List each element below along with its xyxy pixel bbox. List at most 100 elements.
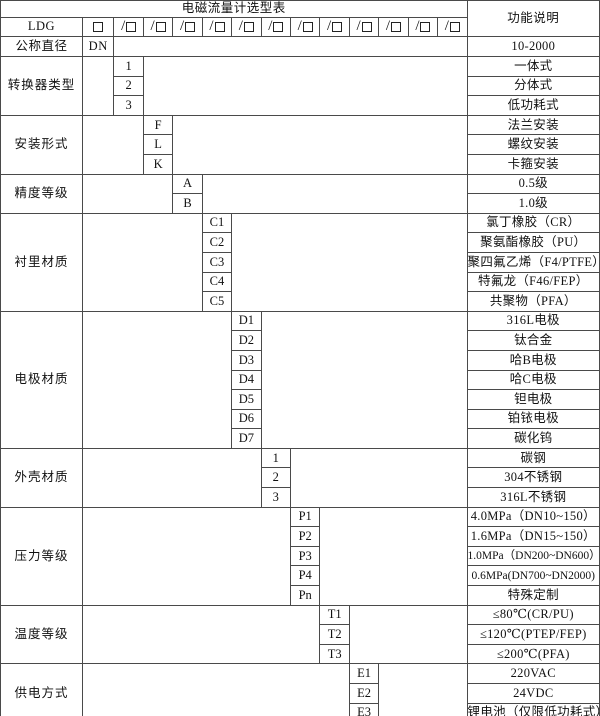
table-row: 外壳材质 1 碳钢 [0,447,600,508]
description-cell: 共聚物（PFA） [466,291,600,312]
code-box-4[interactable]: / [201,17,233,37]
code-cell: C1 [201,212,233,234]
code-cell: T2 [319,624,350,645]
description-cell: 特殊定制 [466,585,600,606]
description-cell: 锂电池（仅限低功耗式） [466,702,600,716]
code-cell: D3 [231,349,262,371]
code-cell: D4 [231,369,262,391]
code-cell: C4 [201,271,233,293]
code-cell: E3 [348,702,380,716]
code-box-3[interactable]: / [172,17,203,37]
spacer-cell [113,36,468,57]
table-row: 转换器类型 1 一体式 [0,56,600,116]
section-label-8: 温度等级 [0,604,83,665]
code-box-7[interactable]: / [289,17,321,37]
spacer-right [290,447,468,508]
description-cell: 低功耗式 [466,95,600,116]
code-box-5[interactable]: / [231,17,262,37]
table-row: E3 锂电池（仅限低功耗式） [1,702,600,716]
description-cell: 聚四氟乙烯（F4/PTFE） [466,251,600,273]
code-box-1[interactable]: / [113,17,144,37]
description-cell: 316L不锈钢 [466,487,600,508]
spacer-left [81,604,321,665]
code-cell: 3 [113,95,144,116]
description-cell: ≤80℃(CR/PU) [466,604,600,626]
section-label-1: 转换器类型 [0,56,83,116]
table-row: C3 聚四氟乙烯（F4/PTFE） [1,251,600,273]
table-row: K 卡箍安装 [1,153,600,175]
code-box-0[interactable] [81,17,115,37]
table-row: Pn 特殊定制 [1,585,600,606]
code-box-6[interactable]: / [260,17,292,37]
description-cell: 0.6MPa(DN700~DN2000) [466,565,600,587]
model-prefix-label: LDG [0,17,83,37]
section-label-6: 外壳材质 [0,447,83,508]
description-cell: 哈C电极 [466,369,600,391]
table-row: D5 钽电极 [1,389,600,410]
description-cell: 碳化钨 [466,428,600,449]
spacer-left [81,310,233,449]
description-cell: 0.5级 [466,173,600,195]
code-cell: P2 [289,526,321,547]
spacer-right [231,212,468,312]
code-cell: D7 [231,428,262,449]
spacer-left [81,114,144,175]
table-row: D7 碳化钨 [1,428,600,449]
spacer-right [319,506,468,606]
table-row: 压力等级 P1 4.0MPa（DN10~150） [0,506,600,606]
section-label-9: 供电方式 [0,663,83,716]
code-cell: D1 [231,310,262,332]
description-cell: 1.6MPa（DN15~150） [466,526,600,547]
table-row: C2 聚氨酯橡胶（PU） [1,232,600,253]
dn-prefix-label: DN [81,36,115,57]
spacer-right [201,173,468,214]
code-cell: C2 [201,232,233,253]
table-title: 电磁流量计选型表 [0,0,468,18]
code-box-9[interactable]: / [348,17,380,37]
function-column-header: 功能说明 [466,0,600,37]
description-cell: 220VAC [466,663,600,684]
description-cell: 分体式 [466,75,600,97]
table-row: T3 ≤200℃(PFA) [1,643,600,665]
table-row: D6 铂铱电极 [1,408,600,430]
table-row: D3 哈B电极 [1,349,600,371]
spacer-left [81,447,262,508]
description-cell: 24VDC [466,683,600,704]
description-cell: 钽电极 [466,389,600,410]
description-cell: 一体式 [466,56,600,77]
section-label-2: 安装形式 [0,114,83,175]
description-cell: 哈B电极 [466,349,600,371]
code-cell: E2 [348,683,380,704]
description-cell: 钛合金 [466,330,600,351]
code-cell: D5 [231,389,262,410]
section-label-4: 衬里材质 [0,212,83,312]
spacer-left [81,663,350,716]
code-cell: T1 [319,604,350,626]
code-cell: P3 [289,545,321,567]
code-box-12[interactable]: / [437,17,468,37]
code-box-8[interactable]: / [319,17,350,37]
code-cell: C5 [201,291,233,312]
spacer-left [81,56,115,116]
code-cell: C3 [201,251,233,273]
table-row: E2 24VDC [1,683,600,704]
spacer-left [81,506,292,606]
spacer-right [172,114,468,175]
spacer-right [142,56,468,116]
table-row: 公称直径 DN 10-2000 [0,36,600,57]
code-cell: E1 [348,663,380,684]
code-box-2[interactable]: / [142,17,174,37]
code-cell: P1 [289,506,321,528]
table-row: 电极材质 D1 316L电极 [0,310,600,449]
table-row: 安装形式 F 法兰安装 [0,114,600,175]
description-cell: 螺纹安装 [466,134,600,155]
code-box-11[interactable]: / [407,17,439,37]
section-label-0: 公称直径 [0,36,83,57]
description-cell: 1.0级 [466,193,600,214]
code-box-10[interactable]: / [378,17,409,37]
code-cell: T3 [319,643,350,665]
spacer-left [81,212,203,312]
code-cell: 2 [260,467,292,489]
description-cell: 4.0MPa（DN10~150） [466,506,600,528]
